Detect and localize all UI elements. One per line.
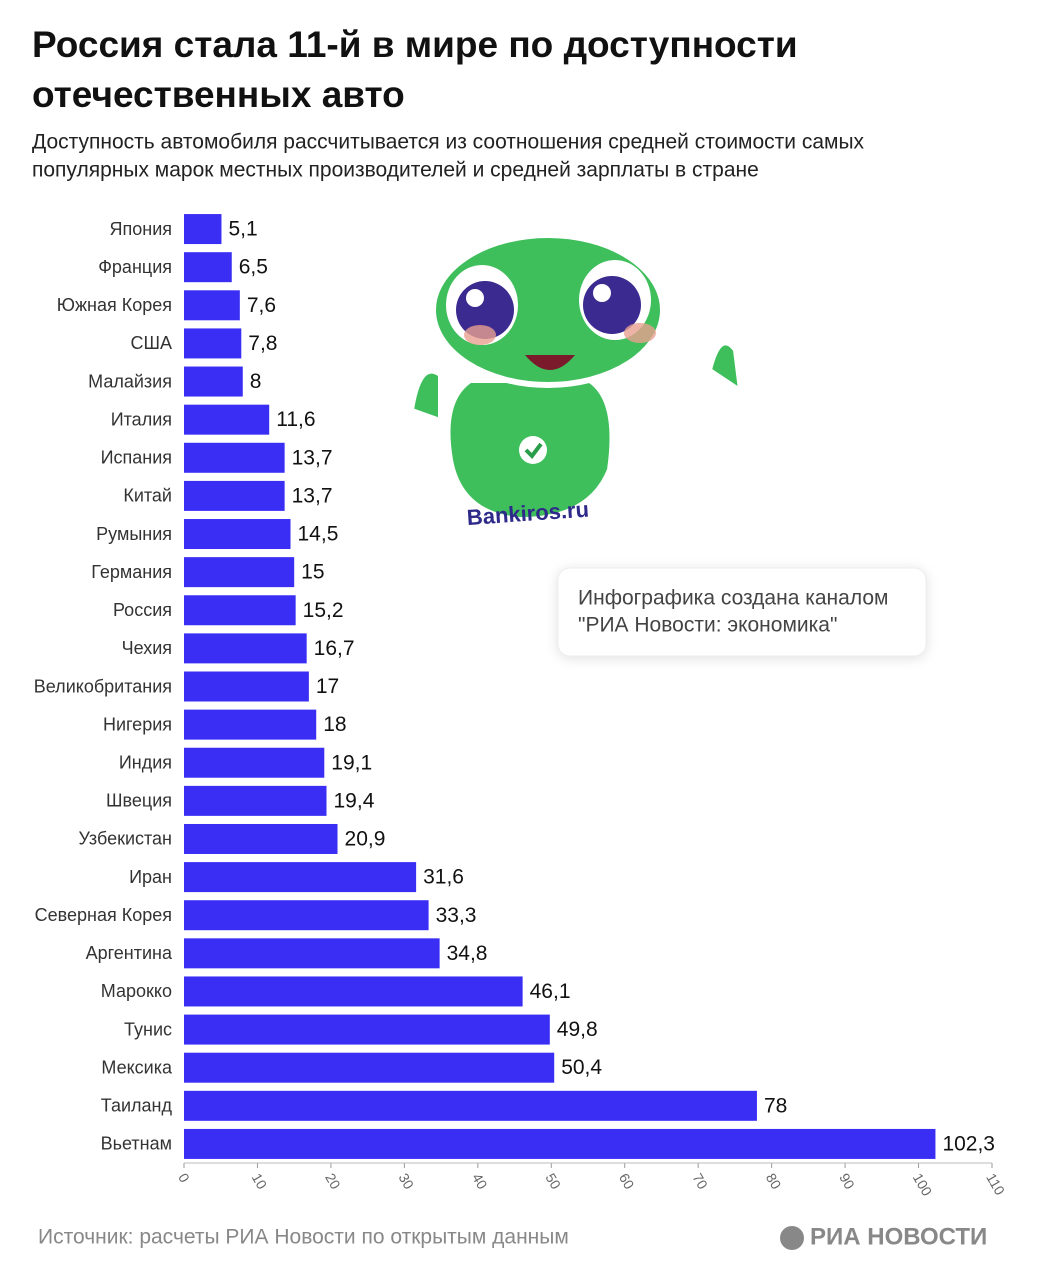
value-label: 50,4: [561, 1056, 602, 1079]
source: Источник: расчеты РИА Новости по открыты…: [38, 1226, 569, 1249]
x-tick-label: 50: [542, 1170, 564, 1192]
logo-icon: [780, 1226, 804, 1250]
value-label: 14,5: [298, 523, 339, 546]
y-tick-label: Малайзия: [88, 371, 172, 391]
value-label: 5,1: [228, 218, 257, 241]
value-label: 16,7: [314, 637, 355, 660]
y-tick-label: Таиланд: [101, 1096, 173, 1116]
value-label: 6,5: [239, 256, 268, 279]
y-tick-label: Тунис: [124, 1019, 172, 1039]
bar: [184, 1014, 550, 1045]
y-tick-label: Испания: [101, 448, 172, 468]
y-tick-label: США: [130, 333, 172, 353]
bar: [184, 1052, 555, 1083]
value-label: 34,8: [447, 942, 488, 965]
y-tick-label: Россия: [113, 600, 172, 620]
bar: [184, 633, 307, 664]
y-tick-label: Франция: [98, 257, 172, 277]
y-tick-label: Чехия: [122, 638, 172, 658]
y-tick-label: Вьетнам: [101, 1134, 172, 1154]
bar: [184, 709, 317, 740]
note: Инфографика создана каналом: [578, 587, 888, 610]
bar: [184, 442, 285, 473]
value-label: 78: [764, 1094, 787, 1117]
value-label: 46,1: [530, 980, 571, 1003]
value-label: 13,7: [292, 484, 333, 507]
bar: [184, 404, 270, 435]
bar: [184, 976, 523, 1007]
bar: [184, 862, 417, 893]
x-tick-label: 40: [469, 1170, 491, 1192]
value-label: 31,6: [423, 866, 464, 889]
bar: [184, 1090, 757, 1121]
value-label: 15: [301, 561, 324, 584]
y-tick-label: Китай: [123, 486, 172, 506]
bar: [184, 214, 222, 245]
bar: [184, 328, 242, 359]
bar: [184, 1128, 936, 1159]
x-tick-label: 0: [175, 1170, 193, 1185]
y-tick-label: Италия: [111, 409, 172, 429]
value-label: 20,9: [345, 828, 386, 851]
y-tick-label: Индия: [119, 752, 172, 772]
y-tick-label: Нигерия: [103, 714, 172, 734]
value-label: 13,7: [292, 446, 333, 469]
y-tick-label: Аргентина: [86, 943, 173, 963]
bar: [184, 519, 291, 550]
bar: [184, 557, 295, 588]
value-label: 19,1: [331, 751, 372, 774]
y-tick-label: Иран: [129, 867, 172, 887]
bar: [184, 480, 285, 511]
value-label: 17: [316, 675, 339, 698]
y-tick-label: Великобритания: [34, 676, 172, 696]
value-label: 7,6: [247, 294, 276, 317]
value-label: 11,6: [276, 408, 315, 431]
bar: [184, 747, 325, 778]
bar: [184, 900, 429, 931]
y-tick-label: Южная Корея: [57, 295, 172, 315]
bar: [184, 671, 309, 702]
x-tick-label: 80: [763, 1170, 785, 1192]
value-label: 18: [323, 713, 346, 736]
value-label: 33,3: [436, 904, 477, 927]
y-tick-label: Япония: [110, 219, 173, 239]
bar: [184, 823, 338, 854]
y-tick-label: Швеция: [106, 791, 172, 811]
logo: РИА НОВОСТИ: [810, 1223, 987, 1250]
value-label: 15,2: [303, 599, 344, 622]
bar: [184, 938, 440, 969]
mascot: Bankiros.ru: [409, 232, 743, 530]
x-tick-label: 60: [616, 1170, 638, 1192]
bar: [184, 290, 240, 321]
x-tick-label: 100: [910, 1170, 936, 1198]
y-tick-label: Румыния: [96, 524, 172, 544]
chart-subtitle: Доступность автомобиля рассчитывается из…: [32, 131, 865, 154]
bar: [184, 366, 243, 397]
chart-subtitle: популярных марок местных производителей …: [32, 159, 759, 182]
value-label: 102,3: [942, 1132, 995, 1155]
note: "РИА Новости: экономика": [578, 614, 837, 637]
value-label: 19,4: [334, 789, 375, 812]
x-tick-label: 30: [396, 1170, 418, 1192]
x-tick-label: 70: [689, 1170, 711, 1192]
value-label: 49,8: [557, 1018, 598, 1041]
y-tick-label: Мексика: [101, 1057, 173, 1077]
bar: [184, 252, 232, 283]
value-label: 7,8: [248, 332, 277, 355]
x-tick-label: 10: [249, 1170, 271, 1192]
x-tick-label: 110: [983, 1170, 1008, 1198]
chart-title: отечественных авто: [32, 74, 405, 115]
bar: [184, 595, 296, 626]
x-tick-label: 90: [836, 1170, 858, 1192]
note-box: [557, 567, 927, 657]
chart-title: Россия стала 11-й в мире по доступности: [32, 24, 798, 65]
bar: [184, 785, 327, 816]
value-label: 8: [250, 370, 262, 393]
y-tick-label: Марокко: [101, 981, 172, 1001]
y-tick-label: Северная Корея: [35, 905, 172, 925]
y-tick-label: Узбекистан: [78, 829, 172, 849]
x-tick-label: 20: [322, 1170, 344, 1192]
y-tick-label: Германия: [91, 562, 172, 582]
